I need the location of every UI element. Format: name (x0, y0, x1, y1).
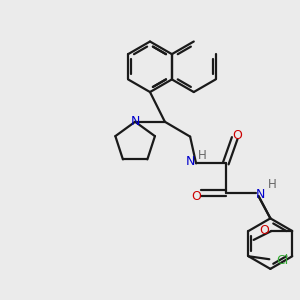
Text: H: H (198, 149, 207, 162)
Text: O: O (233, 129, 243, 142)
Text: Cl: Cl (277, 254, 289, 267)
Text: O: O (191, 190, 201, 202)
Text: H: H (268, 178, 276, 191)
Text: N: N (186, 155, 195, 168)
Text: N: N (130, 115, 140, 128)
Text: O: O (259, 224, 269, 237)
Text: N: N (255, 188, 265, 201)
